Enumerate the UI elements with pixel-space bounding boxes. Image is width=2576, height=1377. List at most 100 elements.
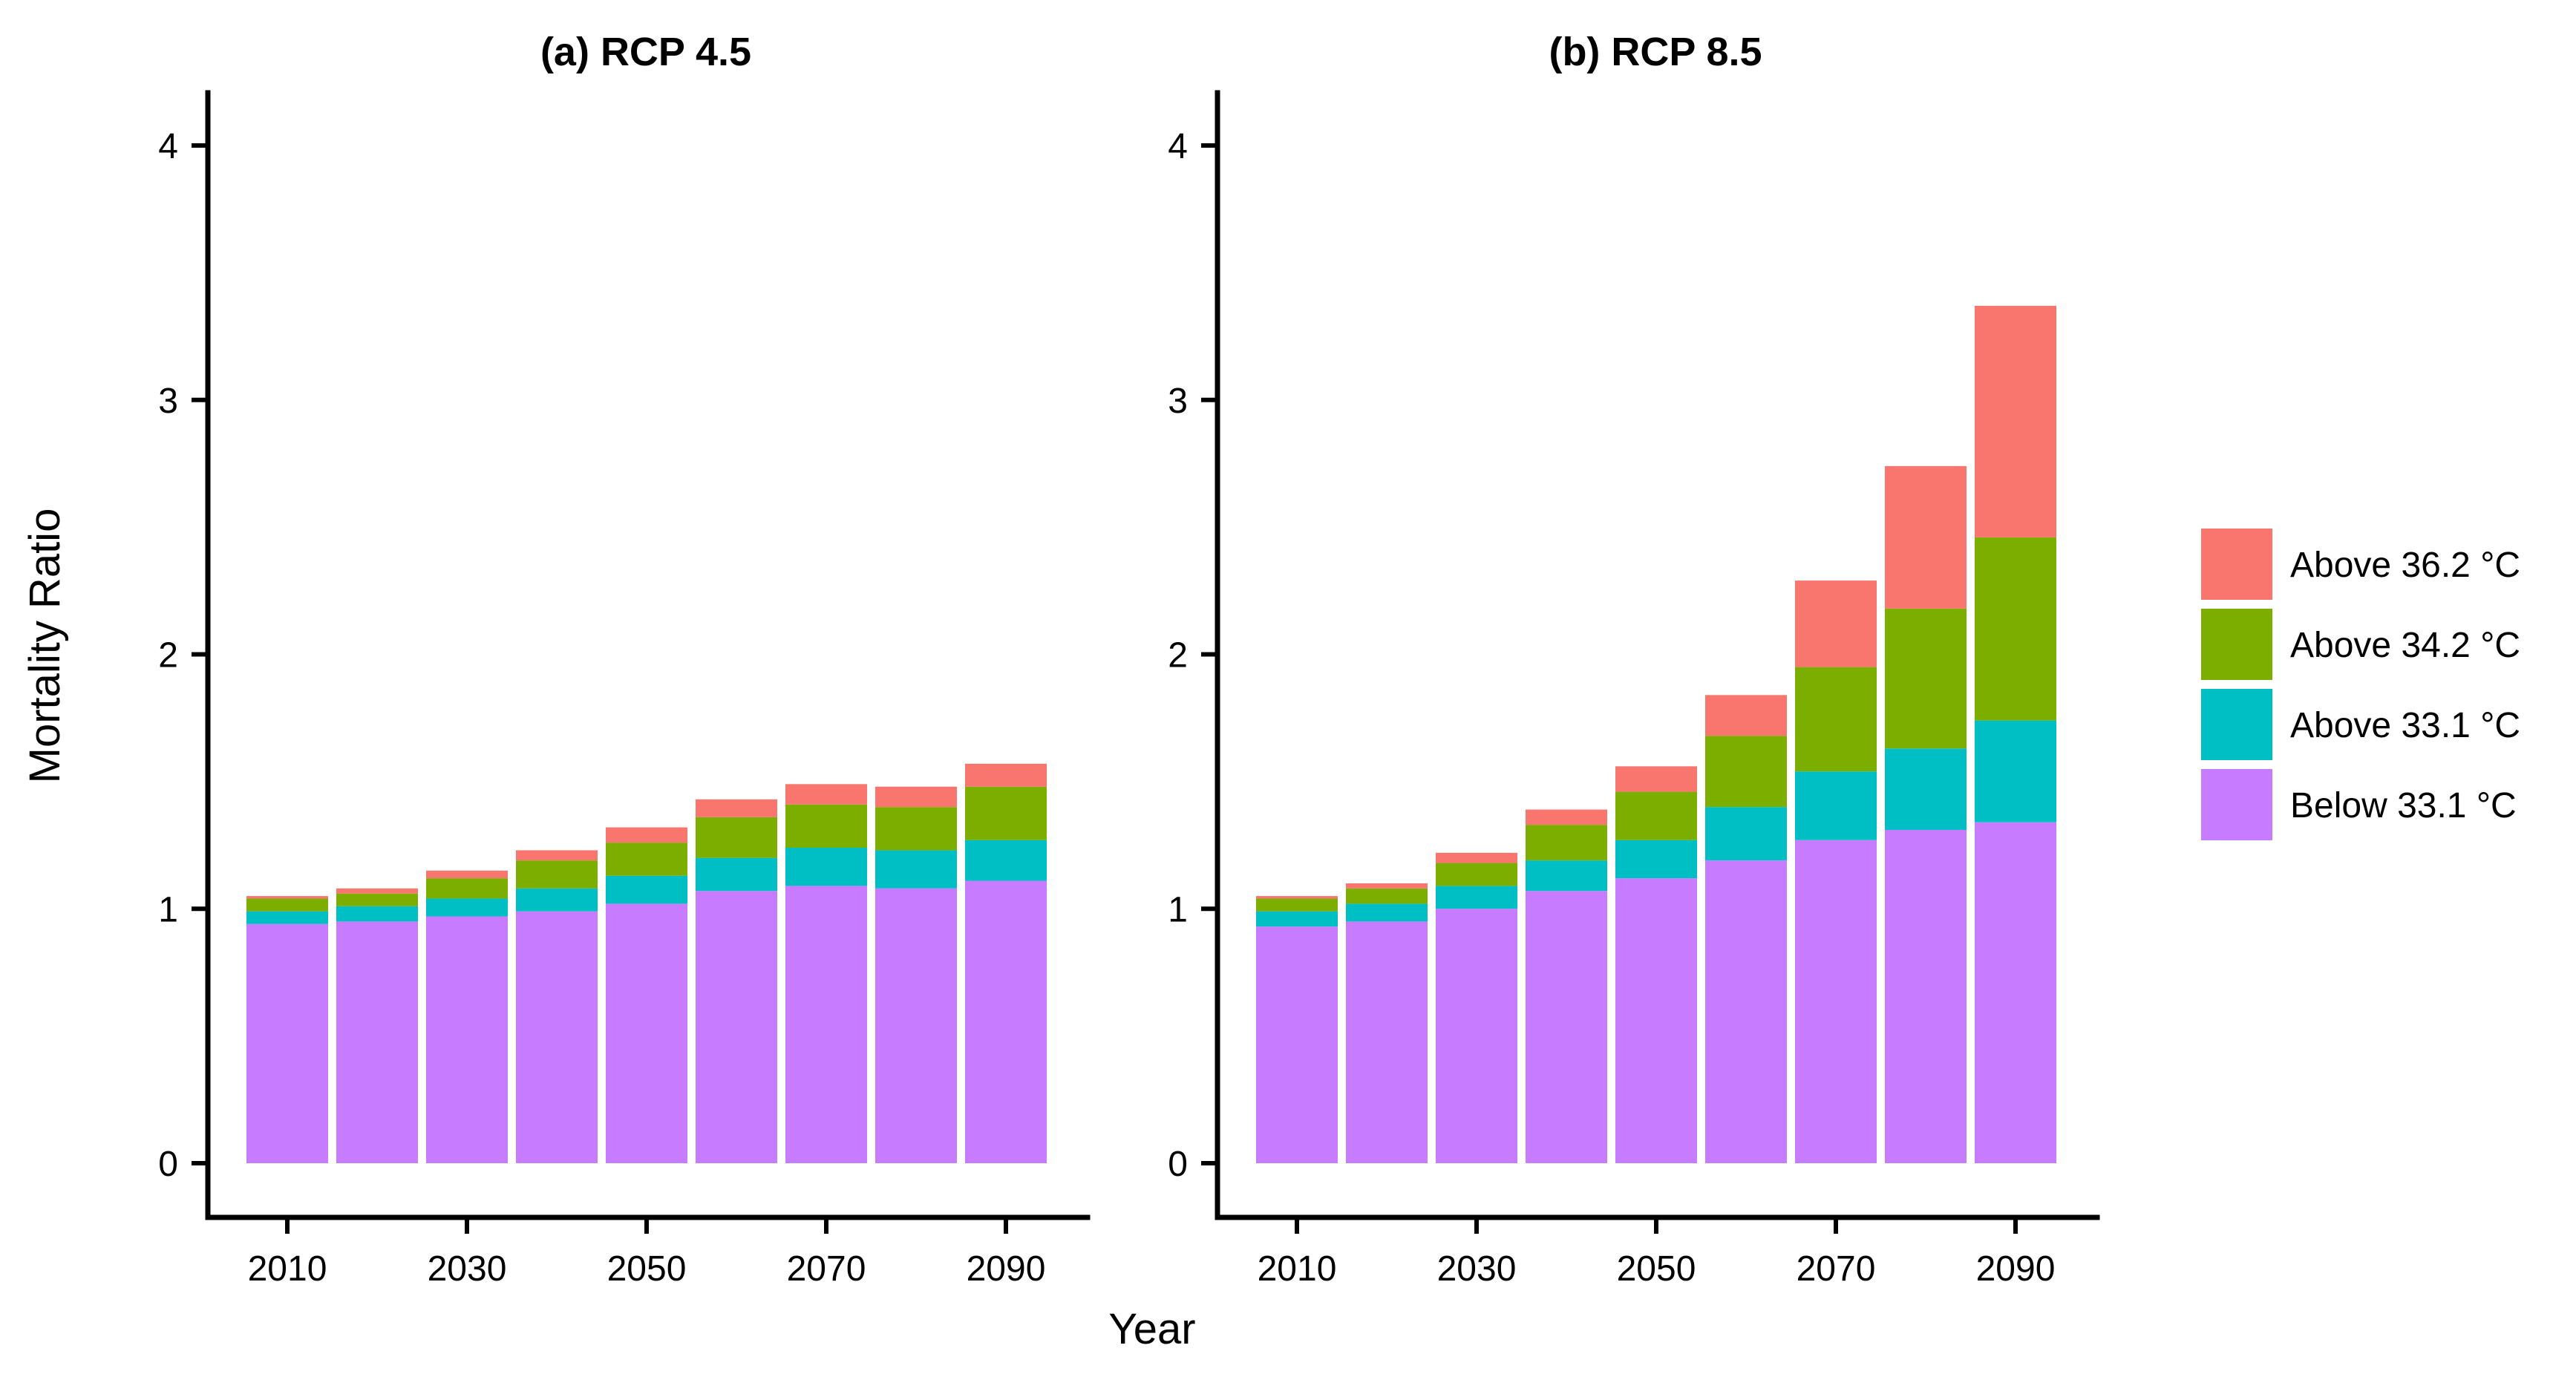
bar-segment: [1615, 840, 1697, 879]
x-tick-label: 2070: [787, 1249, 866, 1289]
bar-segment: [1795, 771, 1877, 840]
bar-segment: [1885, 748, 1967, 830]
x-axis-title: Year: [1108, 1305, 1195, 1353]
bar-segment: [1705, 860, 1787, 1163]
bar-segment: [1436, 909, 1517, 1163]
bar-segment: [426, 870, 508, 879]
bar-segment: [1346, 921, 1428, 1163]
y-tick-label: 3: [158, 382, 178, 421]
bar-segment: [516, 888, 598, 912]
bar-segment: [1885, 465, 1967, 609]
bar-segment: [1526, 809, 1607, 825]
bar-segment: [1436, 863, 1517, 886]
y-axis-title: Mortality Ratio: [21, 508, 69, 784]
bar-segment: [785, 784, 867, 805]
legend-swatch: [2201, 609, 2272, 680]
bar-segment: [246, 896, 328, 899]
bar-segment: [516, 850, 598, 861]
bar-segment: [426, 898, 508, 917]
bar-segment: [246, 898, 328, 912]
bar-segment: [1256, 926, 1338, 1163]
bar-segment: [606, 827, 687, 843]
bar-segment: [1885, 829, 1967, 1163]
bar-segment: [875, 850, 957, 889]
x-tick-label: 2090: [967, 1249, 1046, 1289]
bar-segment: [336, 893, 418, 906]
legend-swatch: [2201, 769, 2272, 840]
bar-segment: [1526, 860, 1607, 892]
bar-segment: [875, 888, 957, 1163]
bar-segment: [516, 911, 598, 1163]
legend-label: Above 33.1 °C: [2290, 706, 2520, 745]
bar-segment: [1975, 822, 2056, 1163]
x-tick-label: 2050: [607, 1249, 687, 1289]
bar-segment: [606, 843, 687, 876]
bar-segment: [1795, 840, 1877, 1163]
y-tick-label: 1: [158, 890, 178, 929]
x-tick-label: 2090: [1976, 1249, 2056, 1289]
y-tick-label: 0: [1168, 1145, 1188, 1184]
bar-segment: [1975, 720, 2056, 822]
y-tick-label: 2: [1168, 636, 1188, 676]
legend-swatch: [2201, 529, 2272, 600]
bar-segment: [875, 807, 957, 851]
y-tick-label: 3: [1168, 382, 1188, 421]
y-tick-label: 4: [1168, 127, 1188, 166]
y-tick-label: 2: [158, 636, 178, 676]
bar-segment: [1436, 852, 1517, 863]
bar-segment: [516, 860, 598, 889]
bar-segment: [1346, 883, 1428, 889]
bar-segment: [336, 906, 418, 922]
bar-segment: [426, 878, 508, 899]
bar-segment: [1795, 580, 1877, 667]
bar-segment: [785, 804, 867, 848]
bar-segment: [246, 911, 328, 924]
bar-segment: [965, 880, 1047, 1163]
bar-segment: [336, 921, 418, 1163]
bar-segment: [1346, 888, 1428, 904]
panel-title: (b) RCP 8.5: [1549, 30, 1762, 74]
panel-rcp45: (a) RCP 4.5 0 1 2 3 4 2010 2030 2050 2070 2090: [158, 30, 1091, 1289]
bar-segment: [1346, 903, 1428, 922]
bar-segment: [606, 875, 687, 904]
legend-label: Above 34.2 °C: [2290, 626, 2520, 665]
x-tick-label: 2030: [428, 1249, 507, 1289]
y-tick-label: 0: [158, 1145, 178, 1184]
bar-segment: [1526, 825, 1607, 861]
bar-segment: [785, 886, 867, 1163]
bar-segment: [1795, 667, 1877, 772]
bar-segment: [1975, 305, 2056, 537]
bar-segment: [336, 888, 418, 894]
bar-segment: [1885, 608, 1967, 749]
bar-segment: [965, 763, 1047, 787]
bar-segment: [696, 817, 777, 858]
bar-segment: [696, 891, 777, 1163]
bar-segment: [696, 857, 777, 892]
bar-segment: [875, 786, 957, 808]
bar-segment: [1256, 896, 1338, 899]
x-tick-label: 2030: [1437, 1249, 1517, 1289]
bar-segment: [1526, 891, 1607, 1163]
bar-segment: [965, 786, 1047, 840]
bar-segment: [426, 916, 508, 1163]
bar-segment: [1705, 695, 1787, 736]
bar-segment: [606, 903, 687, 1163]
y-tick-label: 4: [158, 127, 178, 166]
bar-segment: [1256, 911, 1338, 927]
bar-segment: [1615, 878, 1697, 1163]
x-tick-label: 2010: [1258, 1249, 1337, 1289]
legend-label: Below 33.1 °C: [2290, 786, 2517, 825]
x-tick-label: 2050: [1617, 1249, 1696, 1289]
bar-segment: [246, 923, 328, 1163]
bar-segment: [1705, 807, 1787, 861]
legend-label: Above 36.2 °C: [2290, 546, 2520, 585]
bar-segment: [696, 799, 777, 817]
bar-segment: [1615, 766, 1697, 792]
legend-swatch: [2201, 689, 2272, 760]
bar-segment: [1615, 791, 1697, 840]
panel-title: (a) RCP 4.5: [540, 30, 751, 74]
bar-segment: [1975, 537, 2056, 721]
bar-segment: [1705, 736, 1787, 808]
